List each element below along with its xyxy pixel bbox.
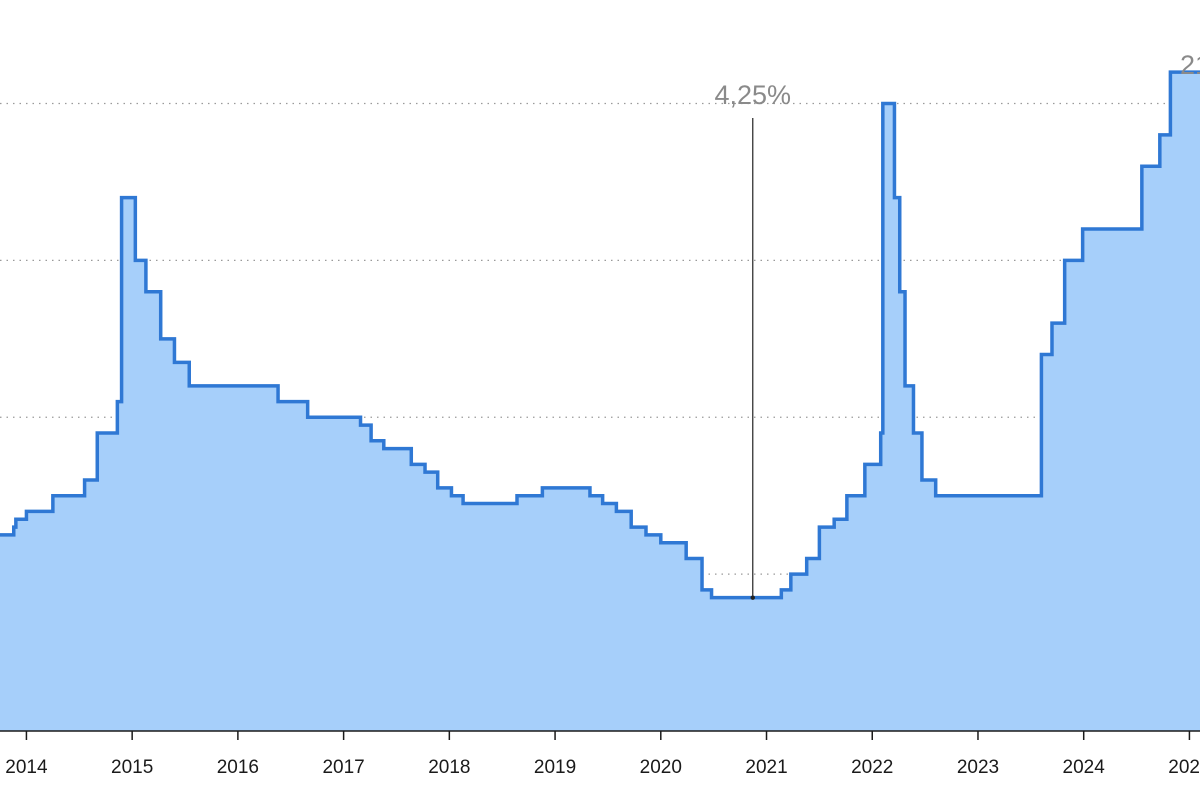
annotation-label: 21 bbox=[1180, 50, 1200, 80]
x-tick-label: 2016 bbox=[217, 757, 259, 778]
series-area bbox=[0, 72, 1200, 731]
annotation-label: 4,25% bbox=[714, 80, 791, 110]
rate-area bbox=[0, 72, 1200, 731]
x-tick-label: 2025 bbox=[1168, 757, 1200, 778]
x-axis: 2014 2015 2016 2017 2018 2019 2020 2021 2022 2023… bbox=[0, 730, 1200, 778]
series-line bbox=[0, 70, 1200, 600]
annotations: 4,25% 21 bbox=[714, 50, 1200, 600]
x-tick-label: 2024 bbox=[1063, 757, 1106, 778]
x-tick-label: 2020 bbox=[640, 757, 682, 778]
x-tick-label: 2015 bbox=[111, 757, 153, 778]
x-tick-label: 2014 bbox=[5, 757, 48, 778]
x-tick-label: 2022 bbox=[851, 757, 893, 778]
rate-line bbox=[0, 70, 1200, 600]
x-tick-label: 2023 bbox=[957, 757, 999, 778]
x-tick-label: 2019 bbox=[534, 757, 576, 778]
x-tick-label: 2017 bbox=[322, 757, 364, 778]
annotation-marker bbox=[750, 595, 755, 600]
x-tick-label: 2021 bbox=[745, 757, 787, 778]
x-tick-label: 2018 bbox=[428, 757, 470, 778]
